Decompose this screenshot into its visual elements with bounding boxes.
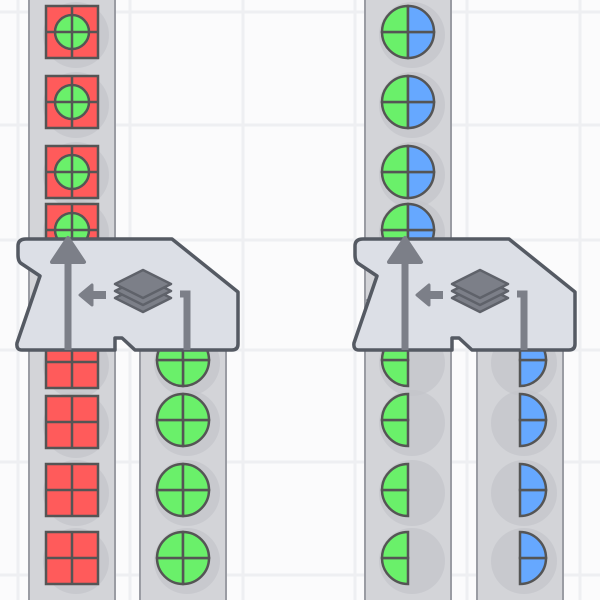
item-blue-right-half (491, 390, 557, 456)
item-green-blue-circle (379, 72, 445, 138)
item-green-blue-circle (379, 142, 445, 208)
item-green-left-half (379, 460, 445, 526)
item-green-circle (154, 528, 220, 594)
item-red-square (43, 460, 109, 526)
item-green-left-half (379, 390, 445, 456)
item-red-square-green-circle (43, 72, 109, 138)
output-arrow-up-icon (387, 236, 423, 350)
item-red-square (43, 392, 109, 458)
output-path-icon (180, 290, 191, 350)
output-path-icon (517, 290, 528, 350)
layers-icon (113, 268, 173, 314)
item-blue-right-half (491, 528, 557, 594)
unstacker-left[interactable] (15, 236, 240, 352)
item-green-circle (154, 390, 220, 456)
item-red-square (43, 528, 109, 594)
left-output-belt-side[interactable] (139, 330, 227, 600)
unstacker-right[interactable] (352, 236, 577, 352)
item-blue-right-half (491, 460, 557, 526)
layers-icon (450, 268, 510, 314)
item-red-square-green-circle (43, 142, 109, 208)
item-red-square-green-circle (43, 2, 109, 68)
arrow-left-icon (78, 283, 106, 307)
item-green-blue-circle (379, 2, 445, 68)
right-output-belt-side[interactable] (476, 330, 564, 600)
item-green-left-half (379, 528, 445, 594)
output-arrow-up-icon (50, 236, 86, 350)
arrow-left-icon (415, 283, 443, 307)
item-green-circle (154, 460, 220, 526)
